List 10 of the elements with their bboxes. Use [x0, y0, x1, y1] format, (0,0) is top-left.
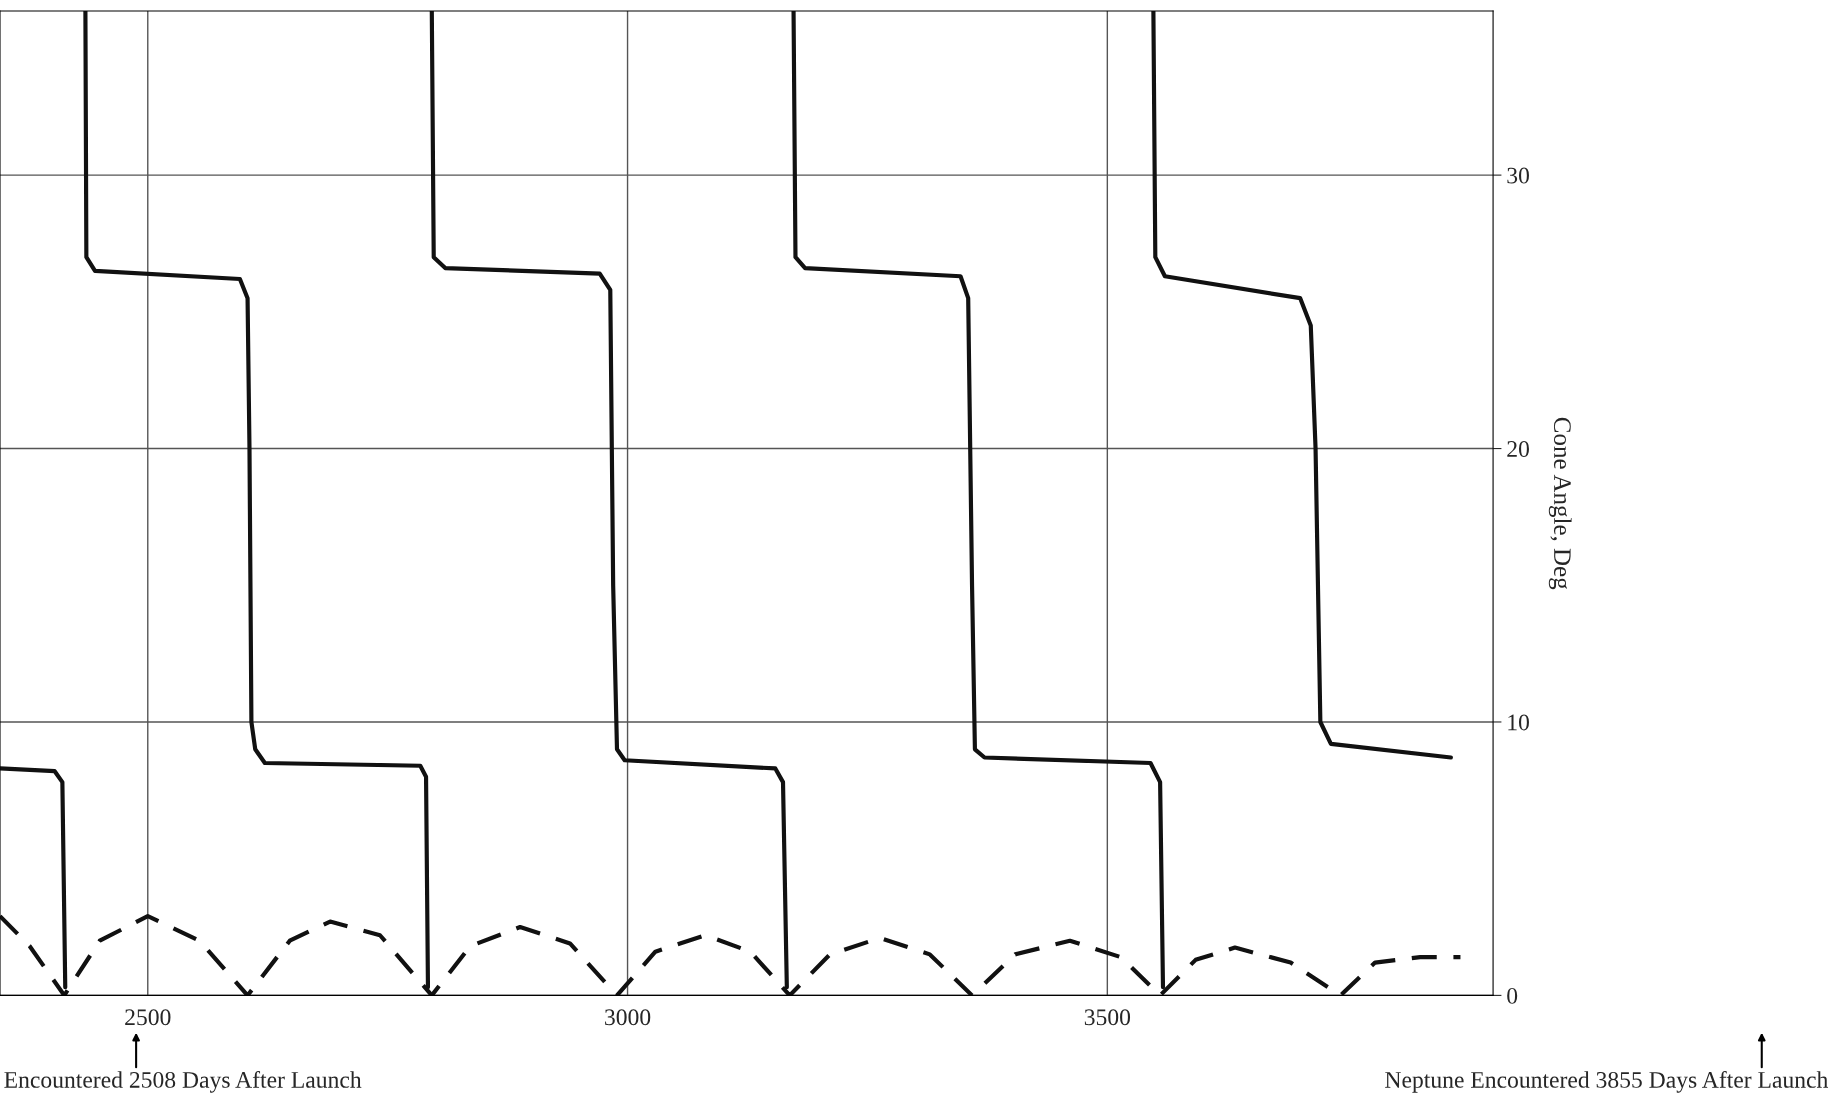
text: Encountered 2508 Days After Launch	[4, 1071, 362, 1093]
y-tick-label: 20	[1507, 441, 1529, 457]
y-tick-label: 10	[1508, 714, 1529, 731]
y-tick-label: 30	[1507, 167, 1529, 184]
x-tick-label: 3000	[605, 1009, 651, 1026]
x-tick-label: 3500	[1084, 1009, 1131, 1026]
y-tick-label: 0	[1507, 987, 1518, 1004]
y-axis-title: Cone Angle, Deg	[1548, 417, 1572, 590]
text: Neptune Encountered 3855 Days After Launch	[1385, 1071, 1829, 1093]
x-tick-label: 2500	[125, 1009, 171, 1026]
